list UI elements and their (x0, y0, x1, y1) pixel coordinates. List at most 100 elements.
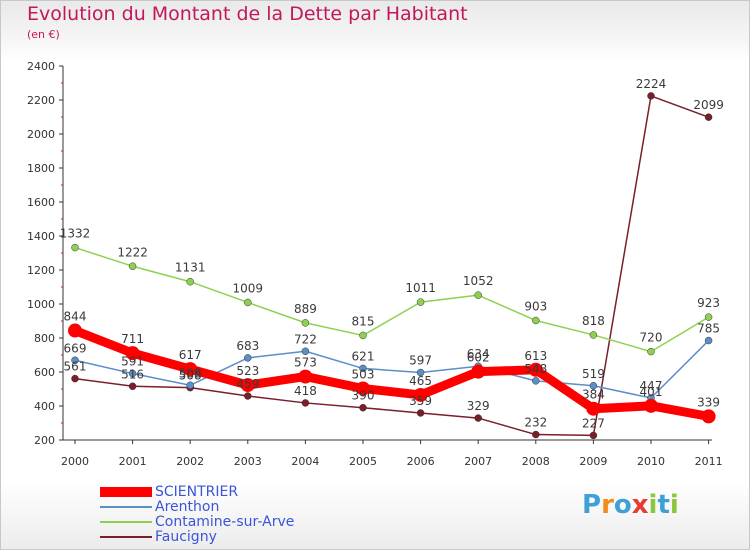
y-tick-label: 1600 (27, 196, 55, 209)
data-point-arenthon (71, 356, 79, 365)
data-label-contamine-sur-arve: 889 (294, 302, 317, 316)
x-tick-label: 2010 (637, 455, 665, 468)
data-label-arenthon: 597 (409, 354, 432, 368)
legend-label: Faucigny (155, 529, 217, 545)
data-point-arenthon (244, 354, 252, 362)
data-label-arenthon: 621 (352, 349, 375, 363)
series-line-contamine-sur-arve (74, 246, 710, 353)
data-label-contamine-sur-arve: 720 (640, 331, 663, 345)
data-label-faucigny: 516 (121, 367, 144, 381)
data-point-scientrier (298, 369, 313, 384)
data-point-scientrier (701, 409, 716, 424)
data-point-contamine-sur-arve (647, 347, 655, 356)
data-point-scientrier (183, 362, 198, 377)
legend-item-contamine-sur-arve: Contamine-sur-Arve (100, 514, 360, 530)
data-label-contamine-sur-arve: 903 (524, 299, 547, 313)
x-tick-label: 2003 (234, 455, 262, 468)
data-point-arenthon (589, 382, 598, 390)
data-label-contamine-sur-arve: 815 (352, 314, 375, 328)
data-point-faucigny (589, 431, 598, 440)
data-label-faucigny: 329 (467, 399, 490, 413)
data-point-faucigny (301, 399, 310, 407)
proxiti-logo: Proxiti (582, 490, 679, 520)
y-tick-label: 1800 (27, 162, 55, 175)
data-label-faucigny: 232 (524, 416, 547, 430)
data-point-arenthon (128, 369, 137, 378)
y-tick-label: 1200 (27, 264, 55, 277)
logo-letter: r (601, 490, 614, 520)
data-point-contamine-sur-arve (589, 331, 598, 339)
chart-unit: (en €) (27, 28, 60, 41)
data-label-arenthon: 785 (697, 322, 720, 336)
data-point-arenthon (532, 377, 540, 385)
data-point-contamine-sur-arve (474, 291, 482, 299)
data-label-contamine-sur-arve: 818 (582, 314, 605, 328)
data-label-contamine-sur-arve: 1332 (60, 227, 91, 241)
x-tick-label: 2001 (119, 455, 147, 468)
x-tick-label: 2009 (579, 455, 607, 468)
data-point-faucigny (474, 414, 482, 422)
data-point-arenthon (704, 336, 713, 345)
data-label-scientrier: 573 (294, 356, 317, 370)
data-label-contamine-sur-arve: 1011 (405, 281, 436, 295)
data-label-arenthon: 519 (582, 367, 605, 381)
legend-swatch (100, 536, 152, 538)
y-tick-label: 1400 (27, 230, 55, 243)
legend-label: Contamine-sur-Arve (155, 514, 295, 530)
data-point-scientrier (528, 362, 543, 377)
y-tick-label: 2400 (27, 60, 55, 73)
data-label-contamine-sur-arve: 923 (697, 296, 720, 310)
chart-title: Evolution du Montant de la Dette par Hab… (27, 3, 468, 25)
y-tick-label: 400 (34, 400, 55, 413)
x-tick-label: 2008 (522, 455, 550, 468)
y-tick-label: 200 (34, 434, 55, 447)
data-point-arenthon (359, 364, 367, 373)
data-point-scientrier (68, 323, 82, 338)
data-label-scientrier: 401 (640, 385, 663, 399)
x-tick-label: 2011 (695, 455, 723, 468)
data-point-scientrier (586, 401, 601, 416)
data-point-faucigny (704, 113, 713, 121)
data-label-faucigny: 227 (582, 416, 605, 430)
x-tick-label: 2006 (407, 455, 435, 468)
data-point-contamine-sur-arve (532, 316, 540, 325)
data-label-arenthon: 683 (236, 339, 259, 353)
data-point-arenthon (416, 368, 425, 377)
data-point-faucigny (647, 92, 655, 100)
data-point-faucigny (128, 382, 137, 391)
y-tick-label: 2200 (27, 94, 55, 107)
legend-swatch (100, 506, 152, 508)
data-label-faucigny: 459 (236, 377, 259, 391)
data-label-scientrier: 844 (64, 310, 87, 324)
data-label-scientrier: 465 (409, 374, 432, 388)
logo-letter: t (657, 490, 670, 520)
data-point-scientrier (240, 378, 255, 393)
legend-label: SCIENTRIER (155, 484, 239, 500)
data-point-contamine-sur-arve (359, 331, 367, 340)
data-label-faucigny: 2224 (636, 77, 667, 91)
data-point-faucigny (244, 392, 252, 400)
data-point-faucigny (71, 374, 79, 383)
legend-label: Arenthon (155, 499, 220, 515)
data-label-contamine-sur-arve: 1009 (233, 281, 264, 295)
data-label-scientrier: 613 (524, 349, 547, 363)
data-label-scientrier: 503 (352, 367, 375, 381)
x-tick-label: 2004 (291, 455, 319, 468)
series-line-faucigny (74, 95, 710, 437)
y-tick-label: 600 (34, 366, 55, 379)
data-label-arenthon: 508 (179, 366, 202, 380)
data-point-arenthon (301, 347, 310, 356)
data-label-scientrier: 523 (236, 364, 259, 378)
logo-letter: o (613, 490, 632, 520)
data-label-scientrier: 602 (467, 351, 490, 365)
data-point-arenthon (186, 381, 194, 390)
data-label-scientrier: 711 (121, 332, 144, 346)
data-label-faucigny: 418 (294, 384, 317, 398)
data-point-scientrier (471, 364, 486, 379)
y-tick-label: 2000 (27, 128, 55, 141)
data-label-arenthon: 722 (294, 332, 317, 346)
data-label-arenthon: 591 (121, 355, 144, 369)
data-point-contamine-sur-arve (704, 313, 713, 321)
